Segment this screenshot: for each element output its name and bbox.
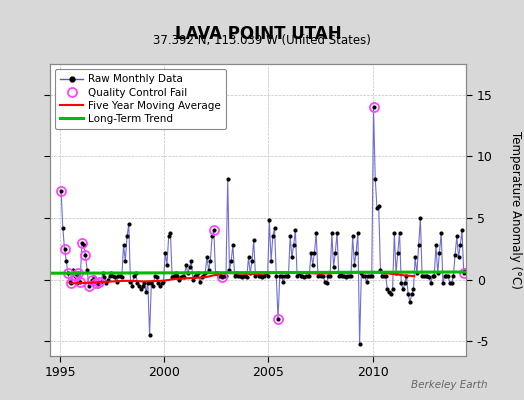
Title: LAVA POINT UTAH: LAVA POINT UTAH (175, 25, 341, 43)
Text: 37.392 N, 113.039 W (United States): 37.392 N, 113.039 W (United States) (153, 34, 371, 47)
Legend: Raw Monthly Data, Quality Control Fail, Five Year Moving Average, Long-Term Tren: Raw Monthly Data, Quality Control Fail, … (55, 69, 226, 129)
Text: Berkeley Earth: Berkeley Earth (411, 380, 487, 390)
Y-axis label: Temperature Anomaly (°C): Temperature Anomaly (°C) (509, 131, 522, 289)
